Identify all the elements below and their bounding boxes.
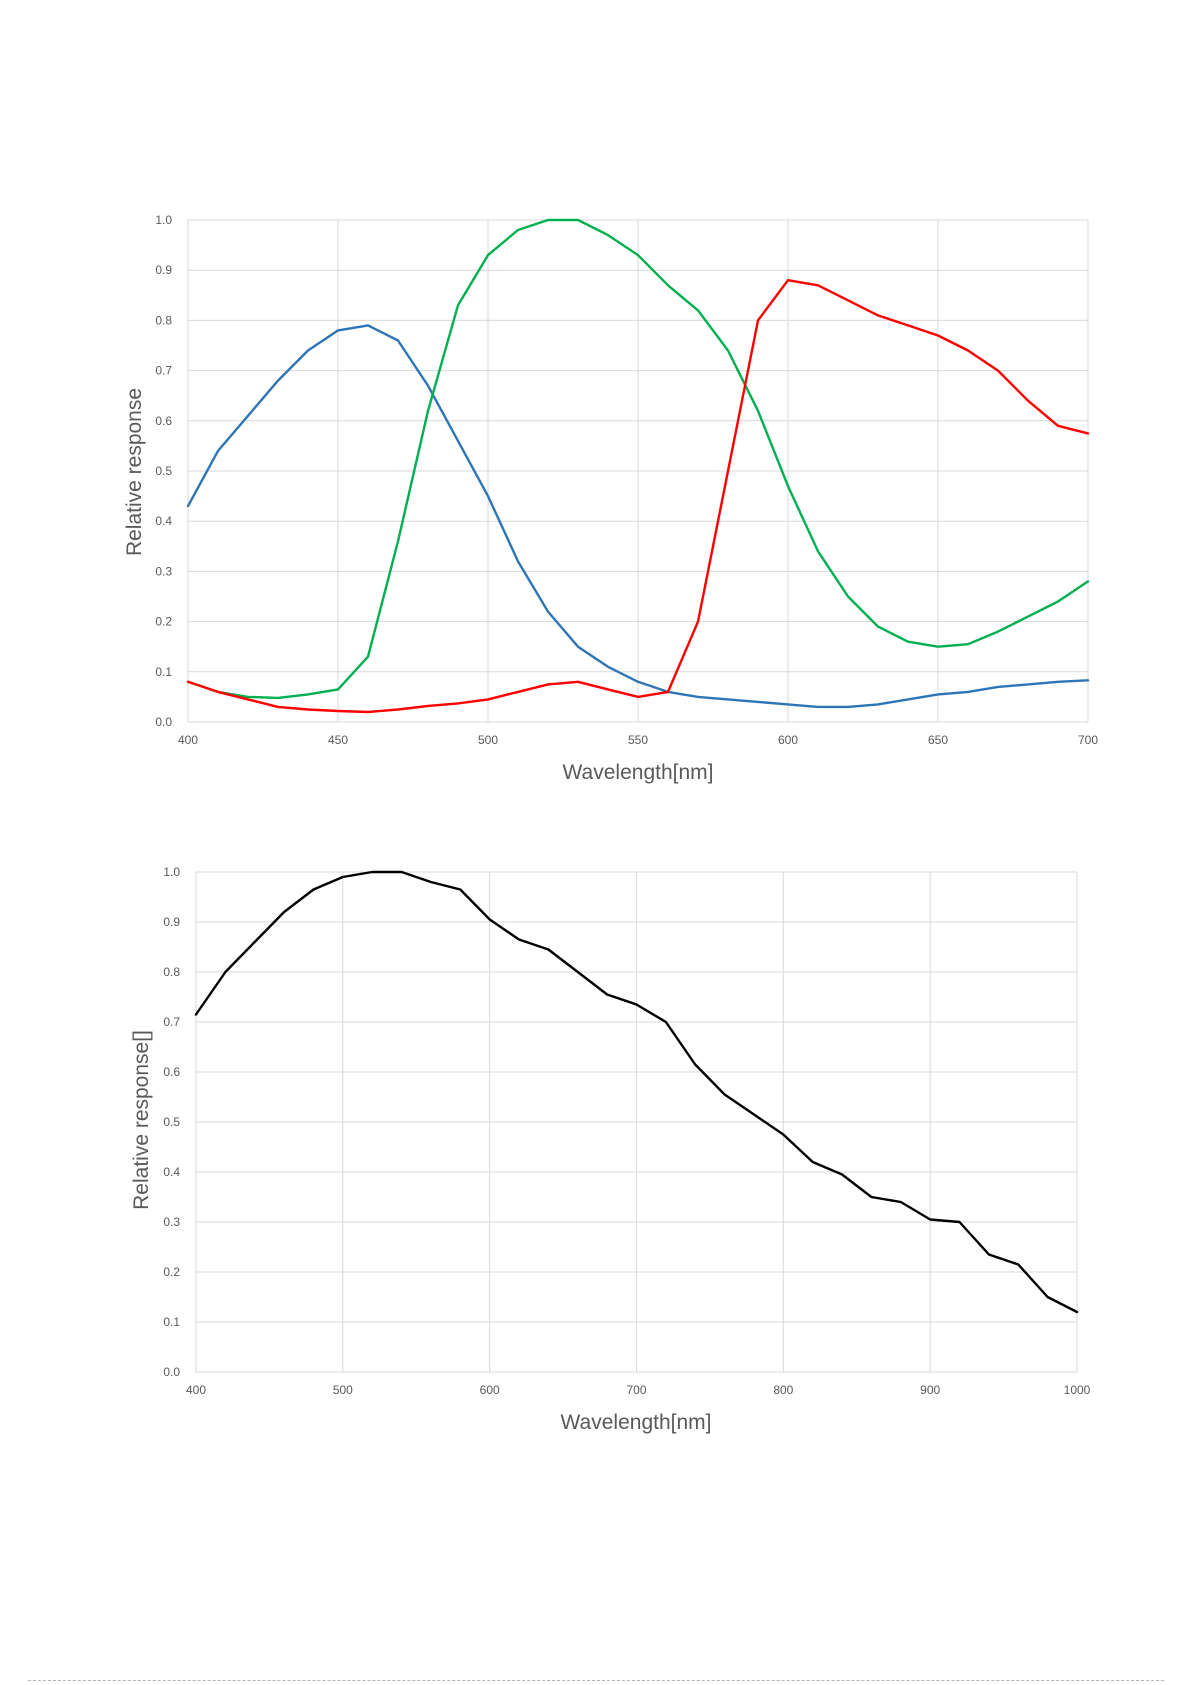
chart2-y-axis-title: Relative response[] <box>130 1030 153 1210</box>
y-tick-label: 0.0 <box>155 715 172 729</box>
page-bottom-rule <box>28 1680 1164 1681</box>
chart2-gridlines <box>195 871 1078 1373</box>
y-tick-label: 0.6 <box>155 414 172 428</box>
chart1-series <box>186 218 1090 714</box>
y-tick-label: 0.5 <box>155 464 172 478</box>
y-tick-label: 0.0 <box>163 1365 180 1379</box>
y-tick-label: 0.5 <box>163 1115 180 1129</box>
y-tick-label: 0.8 <box>155 313 172 327</box>
chart1-gridlines <box>187 219 1089 723</box>
y-tick-label: 0.4 <box>155 514 172 528</box>
chart1-x-axis-title: Wavelength[nm] <box>563 761 714 784</box>
y-tick-label: 0.9 <box>163 915 180 929</box>
y-tick-label: 0.9 <box>155 263 172 277</box>
y-tick-label: 0.1 <box>155 665 172 679</box>
x-tick-label: 700 <box>626 1383 646 1397</box>
y-tick-label: 0.2 <box>155 615 172 629</box>
series-line-3 <box>186 279 1090 714</box>
x-tick-label: 1000 <box>1064 1383 1091 1397</box>
x-tick-label: 400 <box>186 1383 206 1397</box>
x-tick-label: 700 <box>1078 733 1098 747</box>
x-tick-label: 550 <box>628 733 648 747</box>
y-tick-label: 0.8 <box>163 965 180 979</box>
y-tick-label: 1.0 <box>163 865 180 879</box>
x-tick-label: 500 <box>478 733 498 747</box>
x-tick-label: 650 <box>928 733 948 747</box>
x-tick-label: 500 <box>333 1383 353 1397</box>
chart2-x-axis-title: Wavelength[nm] <box>561 1411 712 1434</box>
y-tick-label: 0.3 <box>155 564 172 578</box>
x-tick-label: 800 <box>773 1383 793 1397</box>
y-tick-label: 0.1 <box>163 1315 180 1329</box>
chart2-series <box>194 870 1079 1314</box>
x-tick-label: 600 <box>778 733 798 747</box>
x-tick-label: 400 <box>178 733 198 747</box>
chart1-y-axis-title: Relative response <box>123 388 146 556</box>
y-tick-label: 0.7 <box>155 364 172 378</box>
mono-response-chart: 0.0 0.1 0.2 0.3 0.4 0.5 0.6 0.7 0.8 0.9 1.0 400 500 6… <box>130 865 1091 1434</box>
y-tick-label: 0.4 <box>163 1165 180 1179</box>
series-line-2 <box>186 218 1090 700</box>
y-tick-label: 1.0 <box>155 213 172 227</box>
x-tick-label: 900 <box>920 1383 940 1397</box>
chart2-tick-labels: 0.0 0.1 0.2 0.3 0.4 0.5 0.6 0.7 0.8 0.9 1.0 400 500 6… <box>163 865 1090 1397</box>
y-tick-label: 0.2 <box>163 1265 180 1279</box>
series-line-1 <box>194 870 1079 1314</box>
x-tick-label: 450 <box>328 733 348 747</box>
chart1-tick-labels: 0.0 0.1 0.2 0.3 0.4 0.5 0.6 0.7 0.8 0.9 1.0 400 450 5… <box>155 213 1098 747</box>
rgb-response-chart: 0.0 0.1 0.2 0.3 0.4 0.5 0.6 0.7 0.8 0.9 1.0 400 450 5… <box>123 213 1098 784</box>
series-line-1 <box>186 324 1090 709</box>
x-tick-label: 600 <box>480 1383 500 1397</box>
y-tick-label: 0.6 <box>163 1065 180 1079</box>
y-tick-label: 0.3 <box>163 1215 180 1229</box>
y-tick-label: 0.7 <box>163 1015 180 1029</box>
